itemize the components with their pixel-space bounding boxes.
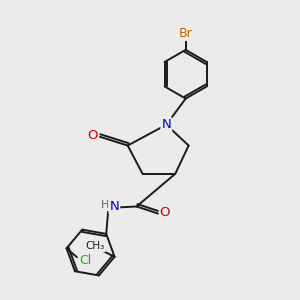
Text: H: H (101, 200, 110, 210)
Text: N: N (161, 118, 171, 131)
Text: Cl: Cl (79, 254, 92, 267)
Text: N: N (110, 200, 119, 213)
Text: Br: Br (179, 27, 193, 40)
Text: O: O (88, 129, 98, 142)
Text: CH₃: CH₃ (85, 242, 105, 251)
Text: O: O (160, 206, 170, 219)
